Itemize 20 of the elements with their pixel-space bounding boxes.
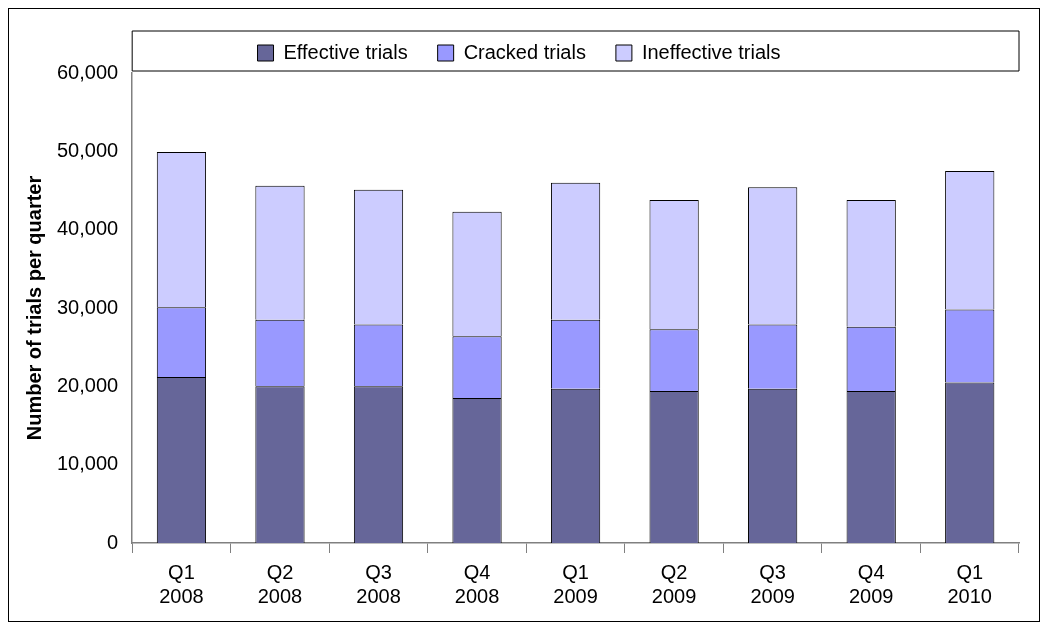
x-tick-label: Q1 2008 — [159, 560, 204, 607]
legend-label: Cracked trials — [463, 40, 586, 63]
y-tick-label: 50,000 — [57, 138, 119, 161]
x-tick-label: Q4 2008 — [454, 560, 500, 607]
x-tick-label: Q2 2008 — [257, 560, 303, 607]
y-tick-label: 0 — [107, 530, 119, 553]
y-axis-title: Number of trials per quarter — [22, 175, 45, 441]
legend-label: Ineffective trials — [641, 40, 781, 63]
y-tick-label: 10,000 — [57, 452, 119, 475]
x-tick-label: Q1 2009 — [553, 560, 598, 607]
x-tick-label: Q2 2009 — [651, 560, 697, 607]
y-tick-label: 30,000 — [57, 295, 119, 318]
x-tick-label: Q1 2010 — [947, 560, 992, 607]
x-tick-label: Q3 2008 — [356, 560, 401, 607]
y-tick-label: 60,000 — [57, 60, 119, 83]
legend-label: Effective trials — [283, 40, 408, 63]
x-tick-label: Q3 2009 — [750, 560, 795, 607]
x-tick-label: Q4 2009 — [848, 560, 894, 607]
y-tick-label: 20,000 — [57, 373, 119, 396]
y-tick-label: 40,000 — [57, 217, 119, 240]
